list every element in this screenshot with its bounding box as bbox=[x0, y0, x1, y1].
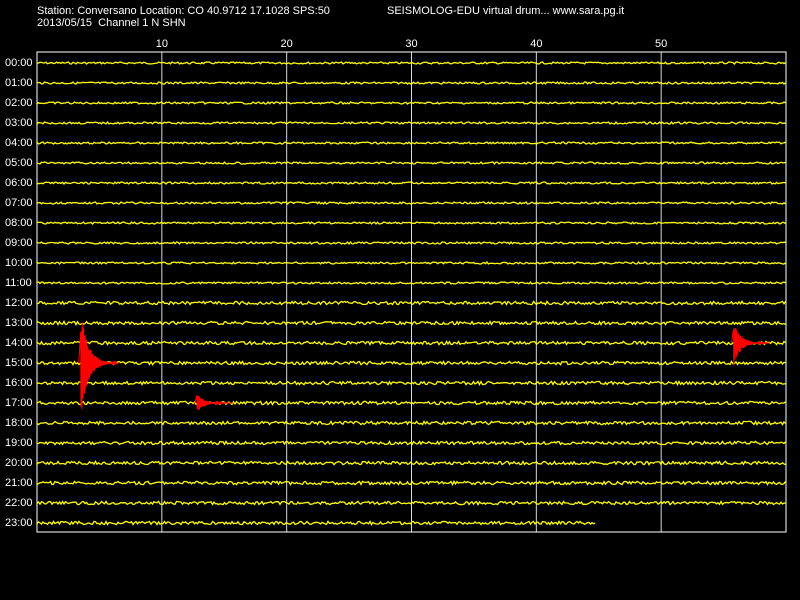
brand-title: SEISMOLOG-EDU virtual drum... www.sara.p… bbox=[387, 5, 625, 17]
hour-trace bbox=[36, 120, 786, 126]
hour-label: 17:00 bbox=[5, 397, 33, 409]
hour-trace bbox=[36, 140, 786, 145]
hour-trace bbox=[36, 61, 786, 65]
hour-label: 09:00 bbox=[5, 237, 33, 249]
hour-label: 05:00 bbox=[5, 157, 33, 169]
hour-label: 19:00 bbox=[5, 437, 33, 449]
hour-trace bbox=[36, 440, 786, 446]
hour-label: 18:00 bbox=[5, 417, 33, 429]
hour-trace bbox=[36, 360, 786, 366]
hour-trace bbox=[36, 400, 786, 406]
seismic-event-waveform bbox=[78, 322, 119, 410]
hour-trace bbox=[36, 240, 786, 245]
hour-trace bbox=[36, 101, 786, 106]
minute-tick-label: 10 bbox=[155, 38, 168, 50]
hour-label: 07:00 bbox=[5, 197, 33, 209]
hour-trace bbox=[36, 480, 787, 486]
hour-trace bbox=[36, 420, 786, 426]
hour-label: 13:00 bbox=[5, 317, 33, 329]
date-channel-info: 2013/05/15 Channel 1 N SHN bbox=[37, 17, 186, 29]
hour-label: 12:00 bbox=[5, 297, 33, 309]
hour-label: 02:00 bbox=[5, 97, 33, 109]
hour-label: 03:00 bbox=[5, 117, 33, 129]
hour-trace bbox=[36, 81, 786, 85]
hour-label: 23:00 bbox=[5, 517, 33, 529]
hour-label: 21:00 bbox=[5, 477, 33, 489]
hour-label: 08:00 bbox=[5, 217, 33, 229]
hour-trace bbox=[36, 460, 786, 466]
hour-label: 14:00 bbox=[5, 337, 33, 349]
hour-label: 01:00 bbox=[5, 77, 33, 89]
hour-trace bbox=[36, 300, 787, 306]
hour-label: 22:00 bbox=[5, 497, 33, 509]
hour-label: 16:00 bbox=[5, 377, 33, 389]
hour-trace bbox=[36, 260, 786, 265]
hour-trace bbox=[36, 379, 786, 387]
hour-label: 04:00 bbox=[5, 137, 33, 149]
hour-trace bbox=[36, 221, 786, 225]
hour-trace bbox=[36, 500, 786, 506]
hour-label: 00:00 bbox=[5, 57, 33, 69]
hour-trace bbox=[36, 181, 786, 185]
seismic-event-waveform bbox=[731, 327, 770, 366]
hour-label: 15:00 bbox=[5, 357, 33, 369]
hour-trace bbox=[36, 340, 786, 346]
hour-label: 06:00 bbox=[5, 177, 33, 189]
hour-trace bbox=[36, 320, 786, 327]
minute-tick-label: 40 bbox=[530, 38, 543, 50]
hour-label: 10:00 bbox=[5, 257, 33, 269]
hour-trace bbox=[36, 161, 786, 166]
minute-tick-label: 20 bbox=[280, 38, 293, 50]
minute-tick-label: 50 bbox=[655, 38, 668, 50]
station-info: Station: Conversano Location: CO 40.9712… bbox=[37, 5, 330, 17]
hour-label: 20:00 bbox=[5, 457, 33, 469]
hour-trace bbox=[36, 281, 786, 285]
seismic-event-waveform bbox=[194, 395, 233, 410]
hour-trace bbox=[36, 520, 596, 526]
hour-label: 11:00 bbox=[5, 277, 32, 289]
minute-tick-label: 30 bbox=[405, 38, 418, 50]
hour-trace bbox=[36, 201, 786, 205]
